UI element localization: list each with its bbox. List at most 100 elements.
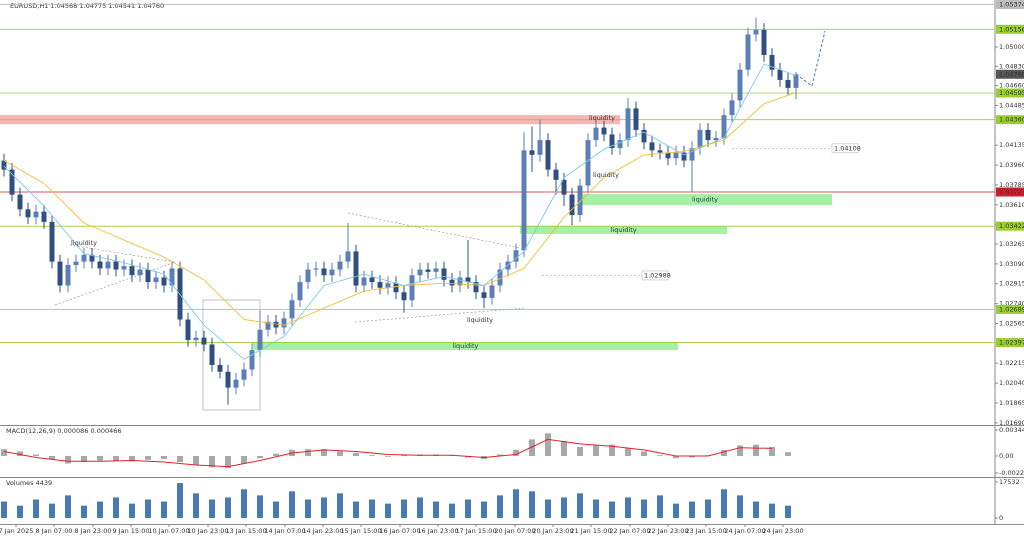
macd-bar (529, 439, 535, 456)
candle-body (449, 279, 455, 286)
candle-body (705, 129, 711, 141)
y-tick-label: 1.02740 (999, 300, 1024, 308)
x-tick-label: 20 Jan 23:00 (532, 527, 573, 535)
y-tick-label: 1.04135 (999, 141, 1024, 149)
candle-body (233, 379, 239, 388)
volume-bar (689, 501, 695, 518)
y-tick-label: 1.04485 (999, 101, 1024, 109)
candle-body (633, 108, 639, 130)
note-box (831, 143, 859, 154)
macd-bar (193, 455, 199, 466)
candle-body (793, 74, 799, 88)
macd-bar (497, 454, 503, 456)
candle-body (641, 129, 647, 143)
candle-body (201, 337, 207, 345)
candle-body (25, 209, 31, 218)
volume-bar (401, 499, 407, 518)
macd-bar (593, 445, 599, 456)
volume-bar (241, 489, 247, 518)
note-label: 1.02988 (644, 271, 671, 279)
candle-body (217, 364, 223, 372)
candle-body (361, 277, 367, 286)
candle-body (225, 371, 231, 388)
projection-path (799, 30, 826, 87)
trend-drawing (354, 307, 526, 323)
x-tick-label: 22 Jan 07:00 (609, 527, 650, 535)
candle-body (617, 140, 623, 149)
volume-bar (289, 491, 295, 518)
y-tick-label: 0.00 (999, 452, 1013, 460)
x-tick-label: 16 Jan 23:00 (417, 527, 458, 535)
volume-bar (433, 501, 439, 518)
candle-body (585, 140, 591, 186)
volume-bar (273, 501, 279, 518)
macd-bar (113, 455, 119, 462)
macd-bar (17, 451, 23, 456)
candle-body (273, 321, 279, 328)
macd-bar (545, 433, 551, 456)
candle-body (529, 150, 535, 155)
candle-body (281, 318, 287, 328)
candle-body (33, 211, 39, 218)
x-tick-label: 13 Jan 15:00 (225, 527, 266, 535)
candle-body (409, 275, 415, 301)
volume-bar (33, 499, 39, 518)
candle-body (313, 268, 319, 270)
annotation: liquidity (589, 114, 615, 122)
volume-bar (593, 499, 599, 518)
x-tick-label: 14 Jan 07:00 (264, 527, 305, 535)
candle-body (673, 152, 679, 159)
candle-body (561, 179, 567, 195)
candle-body (193, 337, 199, 340)
candle-body (745, 34, 751, 70)
volume-bar (753, 501, 759, 518)
volume-bar (353, 501, 359, 518)
candle-body (553, 169, 559, 180)
volume-bar (17, 505, 23, 518)
annotation: liquidity (467, 316, 493, 324)
candle-body (689, 148, 695, 161)
volume-bar (657, 495, 663, 518)
y-tick-label: 0.003443 (999, 426, 1024, 434)
y-tick-label: 1.03090 (999, 260, 1024, 268)
y-tick-label: 1.02565 (999, 319, 1024, 327)
level-label-box (996, 221, 1024, 231)
volume-bar (529, 491, 535, 518)
candle-body (657, 150, 663, 153)
candle-body (577, 185, 583, 216)
candle-body (249, 350, 255, 370)
candle-body (81, 254, 87, 262)
macd-bar (689, 455, 695, 458)
x-tick-label: 24 Jan 23:00 (762, 527, 803, 535)
candle-body (729, 100, 735, 116)
volume-bar (225, 497, 231, 518)
zone (578, 193, 832, 205)
macd-bar (753, 444, 759, 456)
x-tick-label: 8 Jan 23:00 (74, 527, 111, 535)
volume-bar (49, 503, 55, 518)
macd-bar (305, 449, 311, 456)
zone (520, 225, 728, 235)
x-tick-label: 22 Jan 23:00 (647, 527, 688, 535)
candle-body (593, 127, 599, 141)
macd-bar (49, 455, 55, 460)
y-tick-label: 1.03610 (999, 201, 1024, 209)
y-tick-label: 1.03785 (999, 181, 1024, 189)
x-tick-label: 14 Jan 23:00 (302, 527, 343, 535)
x-tick-label: 10 Jan 07:00 (148, 527, 189, 535)
macd-bar (625, 448, 631, 456)
macd-bar (785, 452, 791, 456)
y-tick-label: 1.02215 (999, 359, 1024, 367)
candle-body (105, 261, 111, 269)
candle-body (609, 134, 615, 149)
candle-body (377, 282, 383, 288)
level-label: 1.02689 (999, 305, 1024, 313)
zone (252, 341, 679, 350)
candle-body (369, 277, 375, 283)
volume-bar (65, 495, 71, 518)
candle-body (545, 140, 551, 170)
candle-body (393, 283, 399, 293)
volume-bar (449, 503, 455, 518)
candle-body (297, 282, 303, 301)
